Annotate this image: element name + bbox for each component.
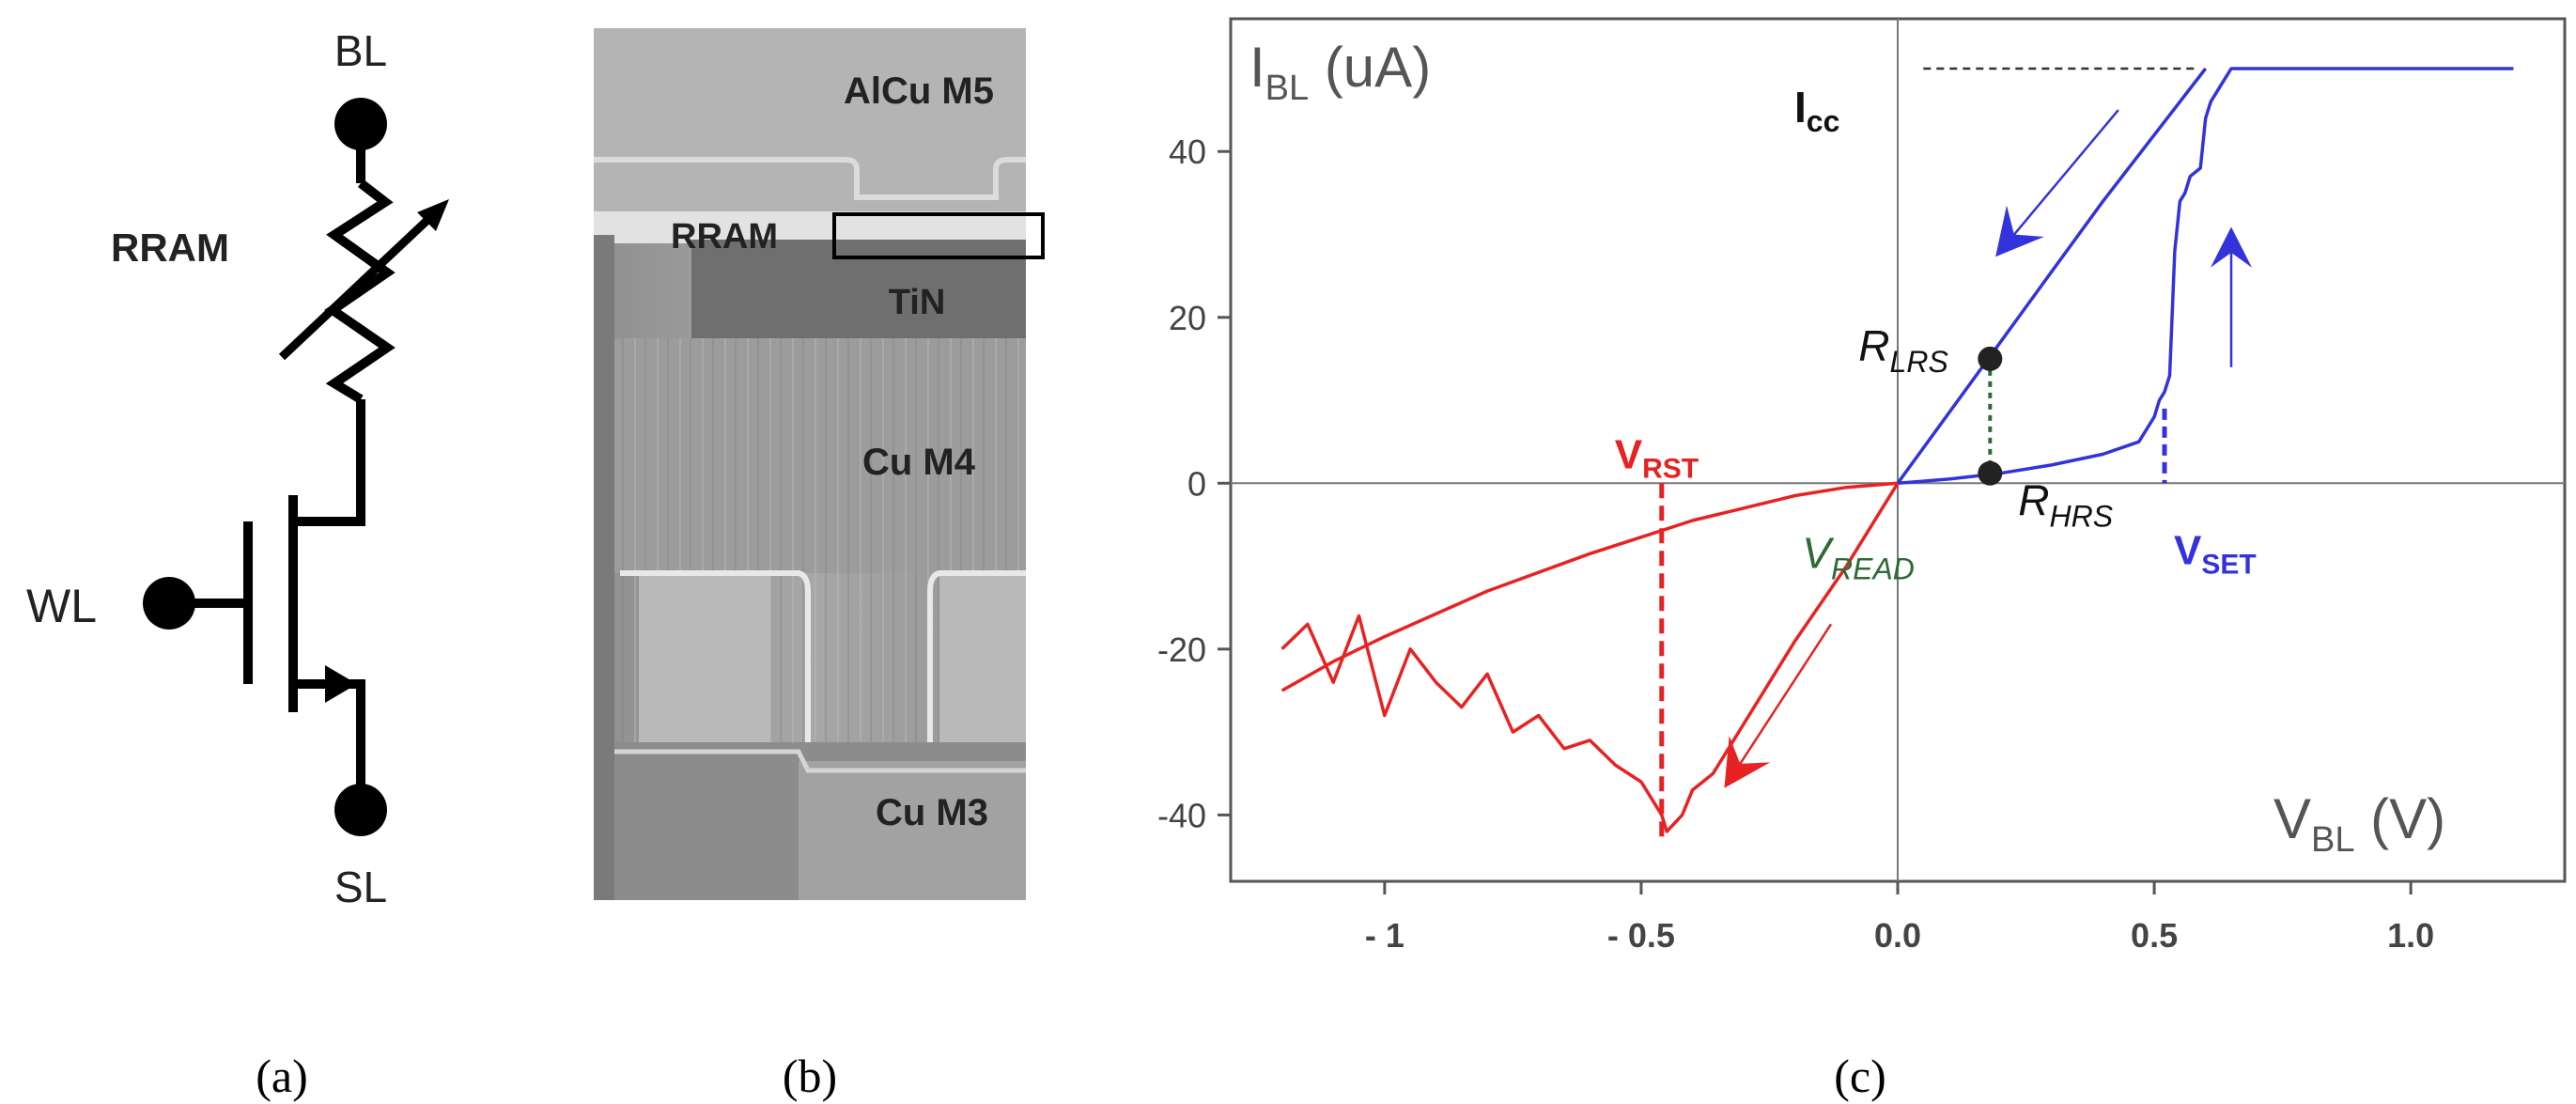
x-tick-label: - 1 (1365, 916, 1404, 955)
v-read-label: VREAD (1802, 528, 1915, 585)
drain-wire (293, 399, 365, 526)
cu-m3-body (799, 761, 1026, 900)
series-set-forward (1897, 67, 2514, 486)
m4-via-right (939, 573, 1026, 742)
ticks: - 1 - 0.5 0.0 0.5 1.0 -40 -20 0 20 40 (1157, 132, 2434, 955)
x-tick-label: - 0.5 (1607, 916, 1675, 955)
set-return-arrow-shaft (1999, 109, 2119, 252)
wl-terminal (143, 577, 195, 630)
arrowhead-icon (417, 199, 449, 231)
rram-layer (594, 211, 1026, 243)
panel-a-schematic: BL RRAM WL SL (a) (26, 26, 449, 1102)
y-tick-label: -40 (1157, 796, 1206, 834)
v-set-label: VSET (2174, 527, 2257, 580)
y-tick-label: 40 (1169, 132, 1206, 171)
v-rst-label: VRST (1615, 431, 1699, 484)
panel-b-sem-image: AlCu M5 RRAM TiN Cu M4 Cu M3 (b) (594, 28, 1045, 1102)
rram-sem-label: RRAM (671, 217, 778, 257)
set-up-arrow-icon (2211, 226, 2252, 268)
cu-m4-label: Cu M4 (862, 442, 976, 483)
set-return-arrow-icon (1995, 205, 2044, 257)
panel-c-iv-chart: - 1 - 0.5 0.0 0.5 1.0 -40 -20 0 20 40 IBL (uA) VB… (1157, 17, 2567, 1102)
rram-resistor (324, 179, 396, 404)
y-tick-label: -20 (1157, 630, 1206, 669)
series-set-return (1896, 67, 2208, 485)
reset-arrow-icon (1724, 736, 1771, 788)
m4-via-left (639, 573, 770, 742)
y-axis-label: IBL (uA) (1249, 36, 1431, 108)
r-lrs-label: RLRS (1858, 321, 1948, 379)
marker-hrs (1978, 460, 2003, 486)
y-tick-label: 0 (1187, 464, 1206, 503)
bl-label: BL (334, 26, 387, 75)
panel-b-caption: (b) (783, 1050, 837, 1102)
x-tick-label: 1.0 (2387, 916, 2434, 955)
alcu-m5-label: AlCu M5 (844, 70, 994, 112)
rram-highlight-box (832, 212, 1045, 259)
m5-via-edge (594, 157, 1026, 200)
annotations-group (1659, 67, 2252, 840)
sl-label: SL (334, 863, 387, 911)
cu-m3-label: Cu M3 (876, 792, 988, 833)
series-group (1280, 67, 2514, 833)
y-tick-label: 20 (1169, 299, 1206, 337)
wl-label: WL (26, 580, 97, 632)
source-wire (293, 679, 365, 810)
reset-arrow-shaft (1727, 623, 1833, 783)
rram-variable-arrow (278, 205, 443, 361)
series-reset-return (1280, 482, 1900, 833)
marker-lrs (1978, 346, 2003, 371)
rram-label: RRAM (111, 225, 229, 270)
sl-terminal (334, 784, 387, 836)
tin-label: TiN (889, 283, 946, 322)
icc-label: Icc (1794, 83, 1839, 138)
x-tick-label: 0.5 (2131, 916, 2178, 955)
r-hrs-label: RHRS (2018, 476, 2113, 534)
m4-via-edge (620, 570, 1026, 742)
source-arrow-icon (325, 665, 357, 703)
panel-c-caption: (c) (1834, 1050, 1886, 1102)
x-tick-label: 0.0 (1874, 916, 1921, 955)
alcu-m5-region (594, 28, 1026, 211)
sem-left-column (594, 235, 614, 900)
m3-edge (594, 749, 1026, 773)
x-axis-label: VBL (V) (2273, 787, 2445, 860)
panel-a-caption: (a) (256, 1050, 308, 1102)
